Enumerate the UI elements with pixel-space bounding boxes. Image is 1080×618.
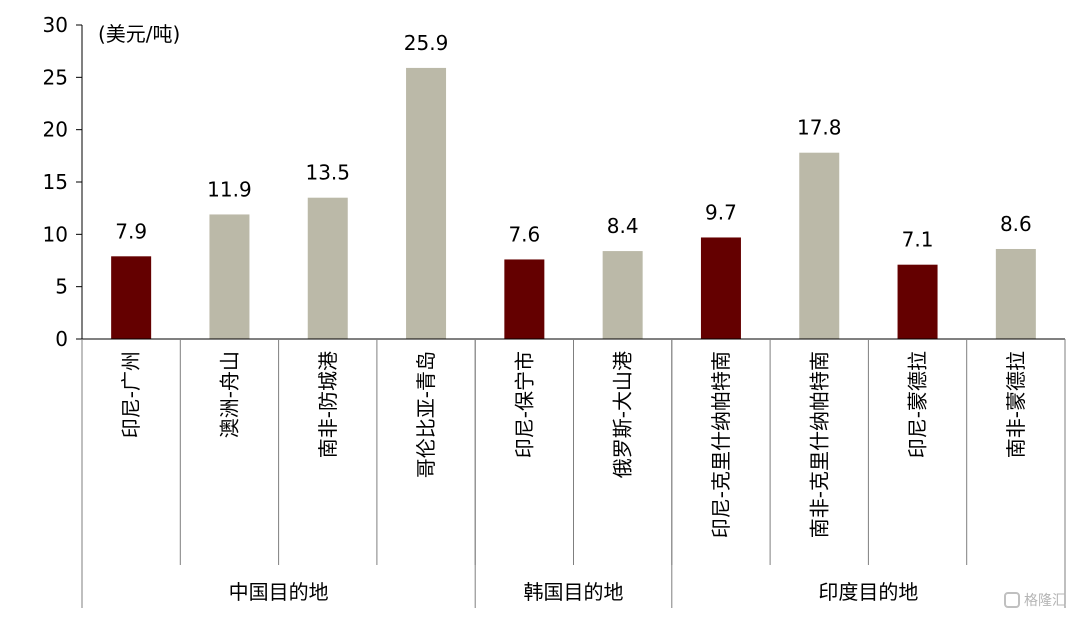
data-label: 11.9 <box>207 177 252 201</box>
y-tick-label: 15 <box>43 170 68 194</box>
group-labels: 中国目的地 韩国目的地 印度目的地 <box>229 580 919 604</box>
category-label: 俄罗斯-大山港 <box>611 351 635 478</box>
data-label: 17.8 <box>797 116 842 140</box>
bar <box>307 197 348 339</box>
data-label: 7.6 <box>508 222 540 246</box>
bar <box>897 264 938 339</box>
bar <box>799 152 840 339</box>
category-label: 南非-克里什纳帕特南 <box>807 351 831 538</box>
group-label: 中国目的地 <box>229 580 329 604</box>
bar <box>700 237 741 339</box>
y-tick-label: 10 <box>43 222 68 246</box>
category-label: 印尼-克里什纳帕特南 <box>709 351 733 538</box>
y-tick-label: 0 <box>55 327 68 351</box>
bar <box>995 248 1036 339</box>
data-label: 7.9 <box>115 219 147 243</box>
data-label: 13.5 <box>305 161 350 185</box>
group-label: 韩国目的地 <box>524 580 624 604</box>
data-label: 8.4 <box>607 214 639 238</box>
data-label: 25.9 <box>404 31 449 55</box>
category-label: 印尼-保宁市 <box>512 351 536 458</box>
category-labels: 印尼-广州 澳洲-舟山 南非-防城港 哥伦比亚-青岛 印尼-保宁市 俄罗斯-大山港 印尼-克… <box>119 351 1028 538</box>
gelonghui-logo-icon <box>1004 592 1020 608</box>
category-label: 澳洲-舟山 <box>217 351 241 438</box>
category-label: 南非-防城港 <box>316 351 340 458</box>
y-axis-unit-label: (美元/吨) <box>98 22 180 46</box>
watermark-text: 格隆汇 <box>1024 593 1066 609</box>
category-label: 南非-蒙德拉 <box>1004 351 1028 458</box>
data-labels: 7.9 11.9 13.5 25.9 7.6 8.4 9.7 17.8 7.1 8.6 <box>115 31 1032 252</box>
y-tick-label: 5 <box>55 275 68 299</box>
bar <box>209 214 250 339</box>
data-label: 7.1 <box>902 228 934 252</box>
watermark: 格隆汇 <box>1004 590 1066 610</box>
data-label: 8.6 <box>1000 212 1032 236</box>
category-label: 哥伦比亚-青岛 <box>414 351 438 478</box>
category-label: 印尼-广州 <box>119 351 143 438</box>
y-axis: 0 5 10 15 20 25 30 <box>43 13 83 351</box>
bar <box>504 259 545 339</box>
bar <box>111 256 152 339</box>
y-tick-label: 20 <box>43 118 68 142</box>
group-label: 印度目的地 <box>818 580 918 604</box>
data-label: 9.7 <box>705 200 737 224</box>
x-axis <box>81 338 1066 608</box>
bar <box>406 67 447 339</box>
y-tick-label: 30 <box>43 13 68 37</box>
bar <box>602 251 643 339</box>
y-tick-label: 25 <box>43 65 68 89</box>
bars <box>111 67 1036 339</box>
category-label: 印尼-蒙德拉 <box>906 351 930 458</box>
